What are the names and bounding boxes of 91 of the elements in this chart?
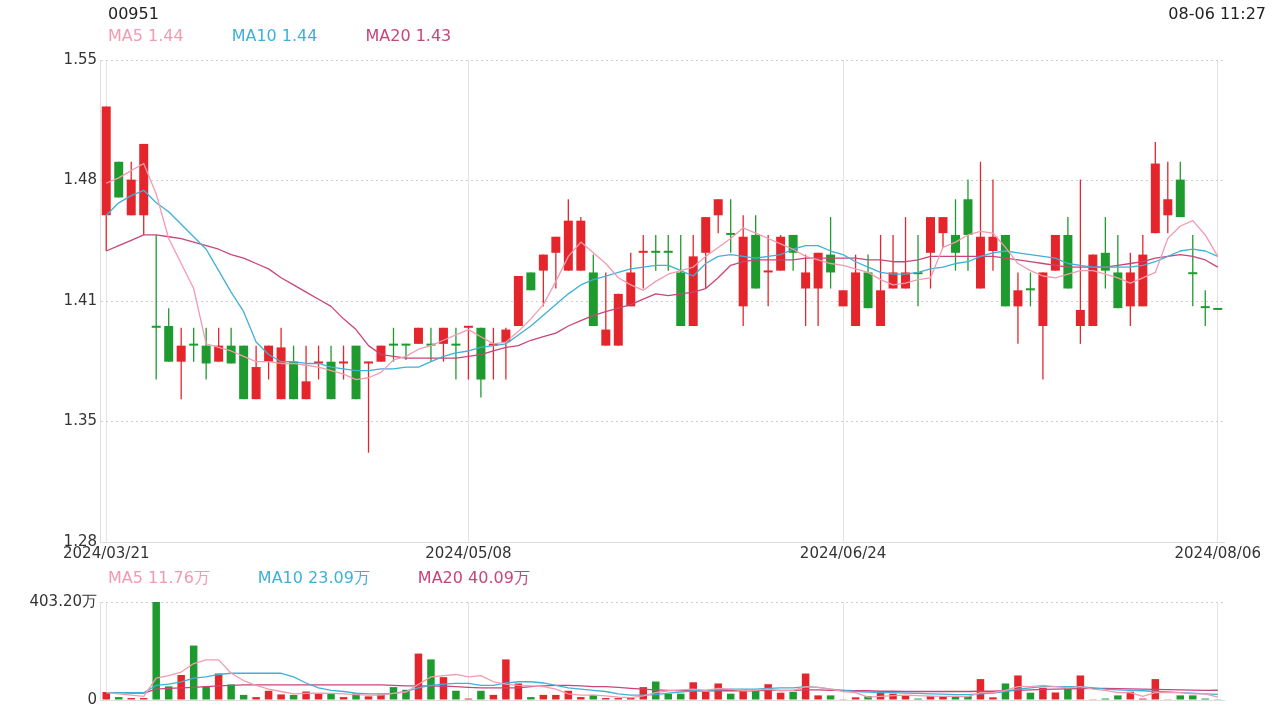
bar — [701, 691, 710, 700]
candlestick — [388, 327, 398, 363]
text: MA20 40.09万 — [417, 568, 530, 589]
candlestick — [638, 234, 648, 290]
bar — [339, 697, 348, 700]
text: 08-06 11:27 — [1168, 4, 1266, 23]
bar — [427, 659, 435, 700]
candlestick — [438, 327, 448, 363]
candlestick — [151, 234, 161, 381]
bar — [739, 689, 747, 700]
candlestick — [763, 234, 773, 308]
bar — [1064, 688, 1072, 700]
candlestick — [214, 327, 224, 363]
y-tick-label: 0 — [87, 689, 97, 708]
bar — [102, 691, 110, 700]
candlestick — [1013, 271, 1023, 345]
bar — [239, 694, 248, 700]
bar — [726, 693, 735, 700]
bar — [327, 693, 335, 700]
bar — [202, 686, 210, 700]
candlestick — [401, 343, 411, 361]
bar — [452, 690, 460, 700]
bar — [477, 690, 485, 700]
bar — [1114, 695, 1122, 700]
bar — [164, 686, 173, 700]
bar — [826, 695, 835, 700]
candlestick — [901, 216, 911, 290]
y-tick-label: 403.20万 — [29, 591, 97, 610]
candlestick — [651, 234, 661, 272]
text: MA5 1.44 — [108, 26, 184, 47]
bar — [789, 691, 797, 700]
candlestick — [301, 344, 311, 400]
bar — [851, 697, 860, 700]
candlestick — [538, 253, 548, 308]
bar — [502, 659, 510, 700]
bar — [364, 696, 373, 700]
candlestick — [726, 198, 736, 254]
x-tick-label: 2024/06/24 — [799, 543, 887, 562]
candlestick — [713, 198, 723, 234]
candlestick — [601, 271, 611, 347]
bar — [577, 697, 585, 700]
bar — [1189, 695, 1197, 700]
candlestick — [1025, 271, 1035, 308]
bar — [1176, 695, 1185, 700]
candlestick — [1188, 234, 1198, 308]
candlestick — [950, 198, 960, 272]
bar — [539, 694, 548, 700]
candlestick — [1200, 289, 1210, 327]
bar — [489, 694, 498, 700]
bar — [552, 694, 560, 700]
bar — [989, 697, 997, 700]
bar — [289, 694, 298, 700]
text: MA20 1.43 — [365, 26, 452, 47]
bar — [776, 692, 785, 700]
bar — [264, 690, 273, 700]
text: MA5 11.76万 — [108, 568, 210, 589]
candlestick — [176, 327, 186, 400]
candlestick — [551, 236, 561, 290]
bar — [252, 697, 260, 700]
candlestick — [314, 344, 324, 381]
bar — [152, 602, 160, 700]
candlestick — [201, 327, 211, 381]
candlestick — [339, 344, 349, 381]
bar — [527, 697, 535, 700]
y-tick-label: 1.41 — [63, 290, 97, 309]
candlestick — [1163, 161, 1173, 234]
bar — [1051, 692, 1060, 700]
candlestick — [801, 253, 811, 327]
y-tick-label: 1.55 — [63, 49, 97, 68]
candlestick — [663, 234, 673, 272]
bar — [1026, 692, 1035, 700]
candlestick — [451, 327, 461, 381]
chart-title: 00951 — [108, 4, 159, 25]
candlestick — [364, 361, 374, 454]
y-tick-label: 1.48 — [63, 170, 97, 189]
x-tick-label: 2024/05/08 — [425, 543, 512, 562]
text: MA10 1.44 — [231, 26, 318, 47]
x-tick-label: 2024/08/06 — [1174, 543, 1261, 562]
candlestick — [1075, 178, 1085, 345]
bar — [676, 693, 685, 700]
bar — [664, 693, 672, 700]
bar — [1039, 687, 1047, 700]
text: MA10 23.09万 — [257, 568, 370, 589]
candlestick — [463, 325, 473, 381]
bar — [814, 695, 822, 700]
bar — [114, 697, 123, 700]
candlestick — [189, 327, 199, 363]
candlestick — [988, 178, 998, 272]
y-tick-label: 1.35 — [63, 411, 97, 430]
bar — [277, 694, 285, 700]
bar — [227, 684, 235, 700]
